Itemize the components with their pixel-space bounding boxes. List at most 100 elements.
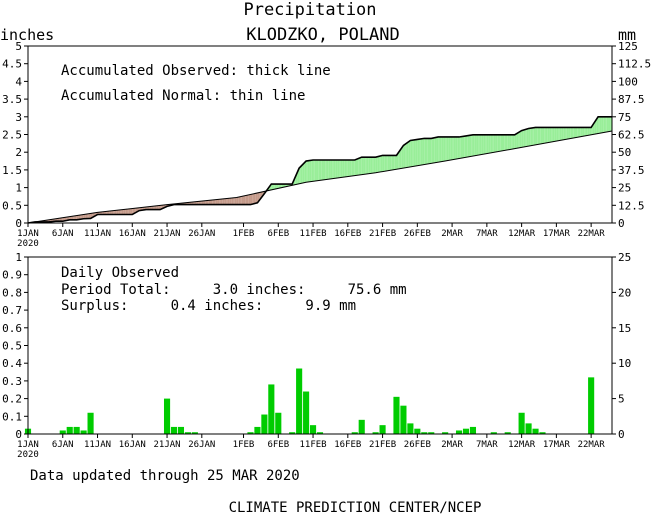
deficit-fill-segment [81,214,84,220]
deficit-fill-segment [154,205,157,210]
surplus-fill-segment [432,137,435,164]
daily-y-tick-label: 0.3 [2,375,22,388]
surplus-fill-segment [518,131,520,149]
surplus-fill-segment [497,134,500,152]
normal-line [27,130,613,224]
deficit-fill-segment [203,200,206,205]
daily-x-tick-label: 6FEB [267,440,289,450]
surplus-fill-segment [347,159,350,177]
surplus-fill-segment [304,161,307,183]
accumulated-x-tick-label: 7MAR [476,229,498,239]
accumulated-x-tick-label: 26FEB [404,229,431,239]
surplus-fill-segment [466,135,468,158]
surplus-fill-segment [556,127,559,142]
surplus-fill-segment [332,159,334,179]
surplus-fill-segment [387,155,390,171]
surplus-fill-segment [507,134,510,150]
surplus-fill-segment [565,127,567,140]
surplus-fill-segment [509,134,512,150]
deficit-fill-segment [231,197,234,205]
surplus-fill-segment [608,116,611,132]
surplus-fill-segment [582,127,585,137]
daily-y-tick-label: 0.8 [2,286,22,299]
surplus-fill-segment [361,157,364,175]
surplus-fill-segment [384,155,387,172]
surplus-fill-segment [450,136,453,161]
deficit-fill-segment [240,196,242,205]
surplus-fill-segment [278,184,281,189]
surplus-fill-segment [299,166,301,184]
surplus-fill-segment [424,138,427,165]
deficit-fill-segment [255,192,258,204]
daily-bar [588,377,595,434]
surplus-fill-segment [539,127,541,145]
daily-bar [351,432,358,434]
surplus-fill-segment [570,127,573,139]
daily-x-tick-label: 22MAR [578,440,606,450]
daily-x-tick-label: 21FEB [369,440,396,450]
surplus-fill-segment [439,136,442,162]
deficit-fill-segment [205,200,208,205]
deficit-fill-segment [252,193,254,205]
surplus-fill-segment [479,134,482,155]
surplus-fill-segment [391,155,393,171]
surplus-fill-segment [399,147,402,169]
deficit-fill-segment [153,205,155,210]
surplus-fill-segment [478,134,480,156]
surplus-fill-segment [373,157,376,173]
surplus-fill-segment [429,138,432,164]
surplus-fill-segment [377,156,380,173]
accumulated-x-tick-label: 2MAR [441,229,463,239]
surplus-fill-segment [354,159,357,176]
daily-y-tick-label: 1 [15,251,22,264]
surplus-fill-segment [375,156,378,173]
surplus-fill-segment [572,127,574,139]
surplus-fill-segment [558,127,560,141]
observed-line [27,116,612,224]
accumulated-right-axis: 0 12.5 25 37.5 50 62.5 75 87.5 100 112.5 125 [612,40,651,230]
surplus-fill-segment [514,133,517,149]
daily-bar [59,430,66,434]
surplus-fill-segment [314,159,317,182]
surplus-fill-segment [445,136,447,162]
daily-x-tick-label: 26FEB [404,440,431,450]
surplus-fill-segment [547,127,550,143]
accumulated-y2-tick-label: 112.5 [618,58,651,71]
surplus-fill-segment [589,127,592,136]
accumulated-y-tick-label: 0 [15,217,22,230]
daily-bar [275,412,282,434]
daily-x-tick-label: 17MAR [543,440,571,450]
daily-bar [254,426,261,434]
surplus-fill-segment [577,127,579,138]
daily-bar [393,396,400,434]
accumulated-y2-tick-label: 37.5 [618,164,645,177]
daily-bar [73,426,80,434]
surplus-fill-segment [366,157,369,174]
daily-x-tick-label: 7MAR [476,440,498,450]
surplus-fill-segment [426,138,428,165]
daily-y2-tick-label: 5 [618,393,625,406]
accumulated-x-tick-label: 17MAR [543,229,571,239]
deficit-fill-segment [227,198,230,205]
daily-bar [428,432,435,434]
surplus-fill-segment [598,116,600,134]
surplus-fill-segment [596,116,599,134]
observed-legend: Accumulated Observed: thick line [61,63,331,79]
surplus-fill-segment [420,138,423,166]
accumulated-x-tick-label: 21FEB [369,229,396,239]
surplus-fill-segment [419,138,421,166]
deficit-fill-segment [238,196,241,205]
surplus-fill-segment [448,136,451,161]
deficit-fill-segment [71,216,74,220]
daily-bar [268,384,275,434]
surplus-fill-segment [340,159,343,178]
surplus-text: Surplus: 0.4 inches: 9.9 mm [61,298,356,314]
accumulated-y2-tick-label: 62.5 [618,129,645,142]
deficit-fill-segment [109,210,112,215]
deficit-fill-segment [200,201,202,205]
daily-right-axis: 0 5 10 15 20 25 [612,251,631,441]
accumulated-x-tick-label: 6FEB [267,229,289,239]
deficit-fill-segment [250,194,253,205]
surplus-fill-segment [349,159,352,177]
surplus-fill-segment [488,134,491,154]
